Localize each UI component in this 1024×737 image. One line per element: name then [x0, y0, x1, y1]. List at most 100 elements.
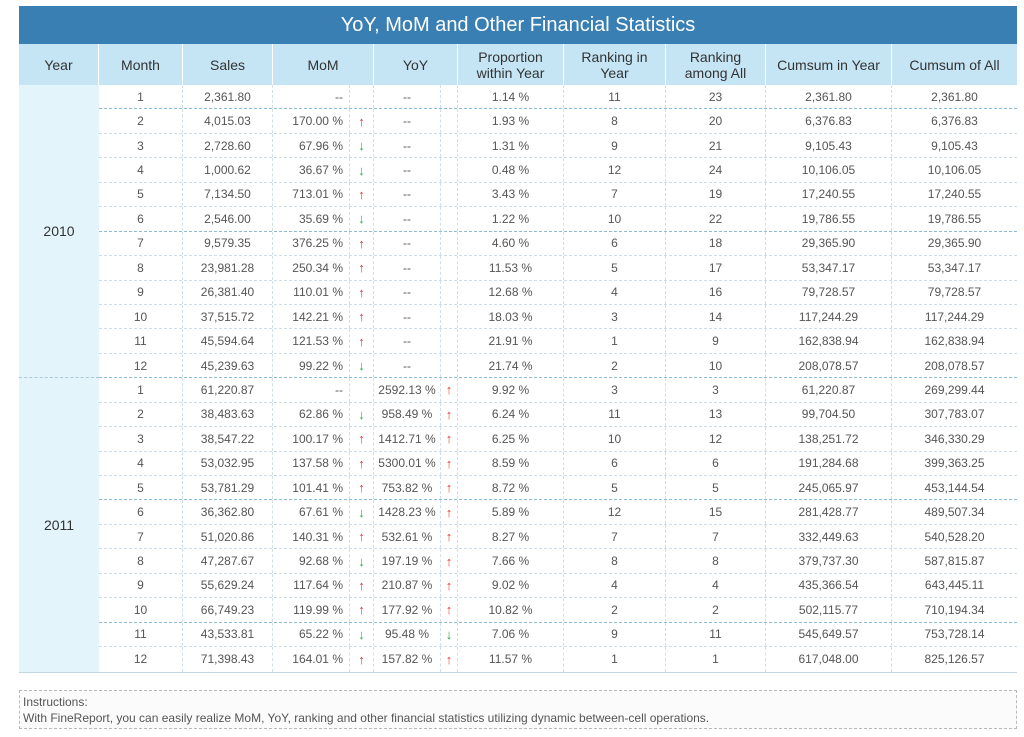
cell-cumsum-year: 281,428.77	[766, 500, 892, 524]
cell-cumsum-all: 117,244.29	[924, 309, 985, 324]
cell-rank-year: 5	[564, 476, 666, 500]
cell-rank-year: 4	[564, 280, 666, 304]
cell-yoy: 5300.01 %	[374, 451, 441, 475]
cell-month: 8	[99, 256, 183, 280]
cell-rank-all: 5	[666, 476, 766, 500]
cell-rank-all: 7	[666, 524, 766, 549]
cell-cumsum-year: 191,284.68	[766, 451, 892, 475]
cell-rank-all: 22	[666, 207, 766, 231]
header-rank-year-line1: Ranking in	[581, 48, 648, 65]
cell-cumsum-year: 435,366.54	[766, 573, 892, 598]
table-row: 5 53,781.29 101.41 % ↑ 753.82 % ↑ 8.72 % 5 5 245,…	[99, 476, 1017, 501]
up-arrow-icon: ↑	[350, 304, 374, 329]
cell-cumsum-all: 162,838.94	[924, 334, 985, 349]
table-rows: 1 2,361.80 -- -- 1.14 % 11 23 2,361.80 2,361.80 2…	[99, 85, 1017, 672]
cell-mom: 121.53 %	[273, 329, 350, 353]
cell-proportion: 6.25 %	[458, 427, 564, 451]
instructions-text: With FineReport, you can easily realize …	[23, 711, 710, 725]
header-ranking-among-all: Ranking among All	[666, 44, 766, 85]
cell-month: 12	[99, 647, 183, 672]
cell-month: 5	[99, 476, 183, 500]
cell-rank-all: 24	[666, 158, 766, 182]
cell-cumsum-all: 753,728.14	[924, 627, 985, 642]
cell-rank-all: 18	[666, 231, 766, 256]
up-arrow-icon: ↑	[350, 598, 374, 622]
year-label-2011: 2011	[43, 517, 75, 534]
cell-proportion: 8.59 %	[458, 451, 564, 475]
table-row: 9 26,381.40 110.01 % ↑ -- 12.68 % 4 16 79,728.57…	[99, 280, 1017, 305]
cell-rank-year: 4	[564, 573, 666, 598]
yoy-arrow-empty	[441, 109, 458, 133]
cell-proportion: 10.82 %	[458, 598, 564, 622]
cell-yoy: --	[374, 85, 441, 109]
cell-sales: 45,594.64	[183, 329, 273, 353]
cell-proportion: 1.14 %	[458, 85, 564, 109]
table-row: 2 4,015.03 170.00 % ↑ -- 1.93 % 8 20 6,376.83 6,3…	[99, 109, 1017, 134]
cell-month: 3	[99, 133, 183, 158]
cell-yoy: --	[374, 353, 441, 378]
up-arrow-icon: ↑	[350, 524, 374, 549]
cell-cumsum-year: 138,251.72	[766, 427, 892, 451]
cell-cumsum-year: 17,240.55	[766, 182, 892, 207]
cell-rank-year: 2	[564, 353, 666, 378]
table-row: 4 53,032.95 137.58 % ↑ 5300.01 % ↑ 8.59 % 6 6 191…	[99, 451, 1017, 476]
table-row: 1 61,220.87 -- 2592.13 % ↑ 9.92 % 3 3 61,220.87 2…	[99, 378, 1017, 403]
cell-cumsum-year: 19,786.55	[766, 207, 892, 231]
cell-cumsum-all: 17,240.55	[927, 187, 982, 202]
table-row: 11 43,533.81 65.22 % ↓ 95.48 % ↓ 7.06 % 9 11 545,…	[99, 622, 1017, 648]
cell-month: 3	[99, 427, 183, 451]
yoy-arrow-empty	[441, 329, 458, 353]
cell-cumsum-year: 10,106.05	[766, 158, 892, 182]
cell-mom: 67.61 %	[273, 500, 350, 524]
table-row: 4 1,000.62 36.67 % ↓ -- 0.48 % 12 24 10,106.05 10…	[99, 158, 1017, 183]
table-row: 1 2,361.80 -- -- 1.14 % 11 23 2,361.80 2,361.80	[99, 85, 1017, 110]
cell-rank-year: 8	[564, 549, 666, 573]
cell-mom: 170.00 %	[273, 109, 350, 133]
cell-proportion: 9.02 %	[458, 573, 564, 598]
cell-rank-year: 10	[564, 207, 666, 231]
cell-month: 12	[99, 353, 183, 378]
header-sales: Sales	[183, 44, 273, 85]
table-row: 12 71,398.43 164.01 % ↑ 157.82 % ↑ 11.57 % 1 1 61…	[99, 647, 1017, 672]
cell-rank-all: 15	[666, 500, 766, 524]
cell-month: 10	[99, 598, 183, 622]
cell-rank-year: 5	[564, 256, 666, 280]
cell-sales: 38,483.63	[183, 402, 273, 427]
up-arrow-icon: ↑	[441, 476, 458, 500]
cell-yoy: --	[374, 133, 441, 158]
cell-mom: 713.01 %	[273, 182, 350, 207]
down-arrow-icon: ↓	[350, 353, 374, 378]
cell-cumsum-all: 540,528.20	[924, 529, 985, 544]
yoy-arrow-empty	[441, 85, 458, 109]
cell-cumsum-year: 245,065.97	[766, 476, 892, 500]
up-arrow-icon: ↑	[350, 573, 374, 598]
yoy-arrow-empty	[441, 256, 458, 280]
table-row: 6 2,546.00 35.69 % ↓ -- 1.22 % 10 22 19,786.55 19…	[99, 207, 1017, 232]
cell-month: 1	[99, 85, 183, 109]
cell-mom: 92.68 %	[273, 549, 350, 573]
header-rank-year-line2: Year	[600, 64, 629, 81]
cell-rank-all: 16	[666, 280, 766, 304]
cell-mom: 140.31 %	[273, 524, 350, 549]
cell-yoy: --	[374, 304, 441, 329]
cell-proportion: 21.91 %	[458, 329, 564, 353]
cell-rank-year: 6	[564, 231, 666, 256]
header-month: Month	[99, 44, 183, 85]
cell-cumsum-year: 6,376.83	[766, 109, 892, 133]
cell-rank-all: 14	[666, 304, 766, 329]
instructions-label: Instructions:	[23, 695, 88, 709]
cell-rank-all: 9	[666, 329, 766, 353]
cell-rank-year: 12	[564, 500, 666, 524]
cell-month: 6	[99, 207, 183, 231]
table-body: 2010 2011 1 2,361.80 -- -- 1.14 % 11 23 2,361.80…	[19, 85, 1017, 673]
cell-cumsum-all: 9,105.43	[931, 138, 978, 153]
up-arrow-icon: ↑	[441, 427, 458, 451]
report-title: YoY, MoM and Other Financial Statistics	[19, 6, 1017, 44]
header-proportion: Proportion within Year	[458, 44, 564, 85]
table-row: 7 51,020.86 140.31 % ↑ 532.61 % ↑ 8.27 % 7 7 332,…	[99, 524, 1017, 550]
down-arrow-icon: ↓	[350, 158, 374, 182]
cell-proportion: 21.74 %	[458, 353, 564, 378]
cell-month: 2	[99, 109, 183, 133]
yoy-arrow-empty	[441, 207, 458, 231]
year-column: 2010 2011	[19, 85, 99, 672]
